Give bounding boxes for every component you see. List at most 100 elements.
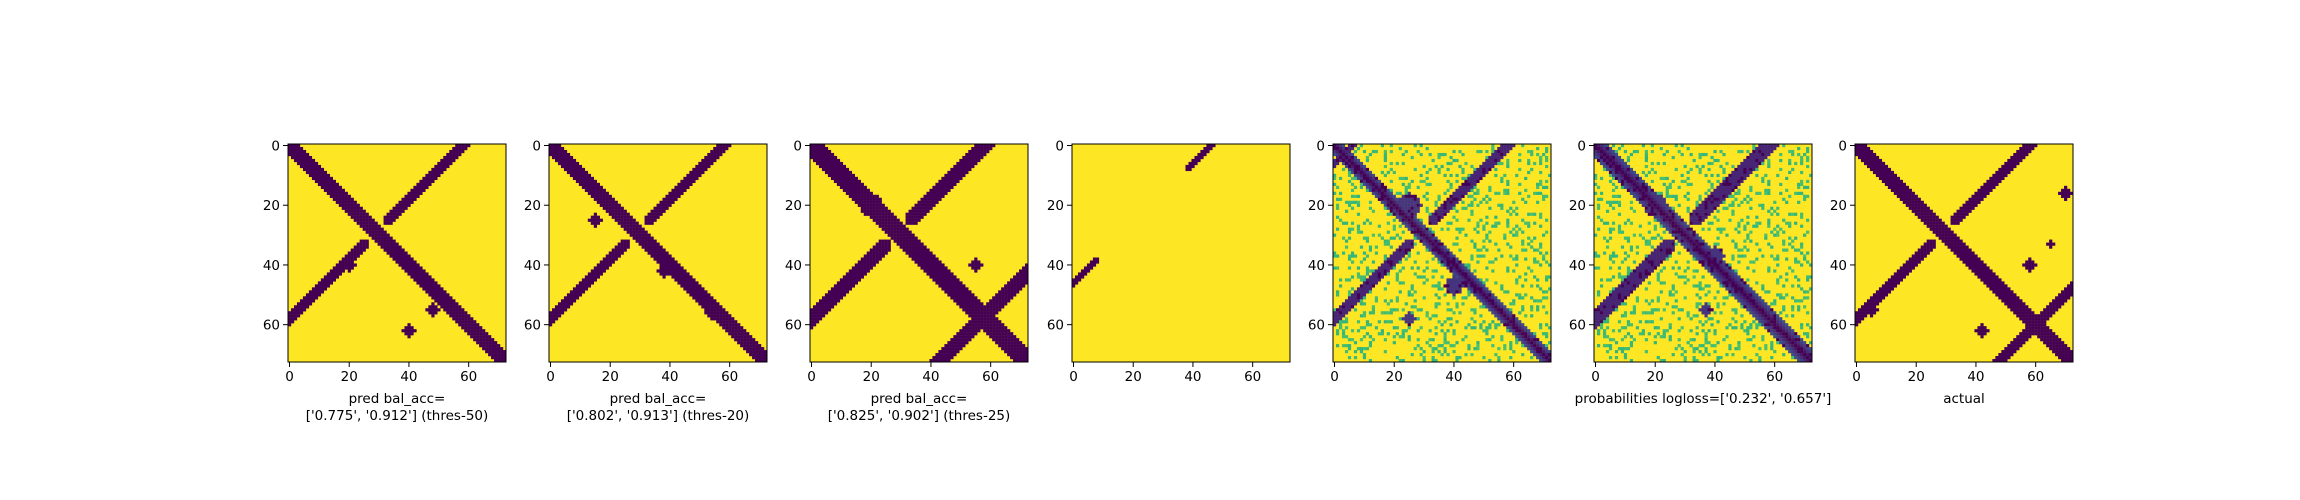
heatmap-cell bbox=[1410, 194, 1414, 198]
heatmap-cell bbox=[1440, 206, 1444, 210]
heatmap-cell bbox=[968, 263, 972, 267]
heatmap-cell bbox=[1503, 317, 1507, 321]
heatmap-cell bbox=[962, 344, 966, 348]
heatmap-cell bbox=[1401, 161, 1405, 166]
heatmap-cell bbox=[611, 215, 615, 219]
heatmap-cell bbox=[1614, 158, 1619, 163]
heatmap-cell bbox=[677, 275, 681, 279]
heatmap-cell bbox=[707, 158, 711, 163]
heatmap-cell bbox=[1485, 170, 1489, 175]
heatmap-cell bbox=[722, 311, 726, 315]
heatmap-cell bbox=[671, 194, 675, 198]
heatmap-cell bbox=[557, 158, 562, 163]
heatmap-cell bbox=[488, 347, 492, 351]
heatmap-cell bbox=[1488, 308, 1492, 312]
heatmap-cell bbox=[1737, 167, 1741, 172]
heatmap-cell bbox=[1476, 260, 1480, 264]
heatmap-cell bbox=[1536, 299, 1540, 303]
heatmap-cell bbox=[905, 215, 909, 219]
heatmap-cell bbox=[953, 284, 957, 288]
heatmap-cell bbox=[1608, 173, 1613, 178]
heatmap-cell bbox=[290, 320, 295, 324]
heatmap-cell bbox=[332, 269, 336, 273]
heatmap-cell bbox=[1335, 203, 1340, 207]
heatmap-cell bbox=[1719, 185, 1723, 189]
heatmap-cell bbox=[707, 308, 711, 312]
heatmap-cell bbox=[659, 260, 663, 264]
heatmap-cell bbox=[914, 215, 918, 219]
heatmap-cell bbox=[1650, 149, 1654, 154]
heatmap-cell bbox=[905, 212, 909, 216]
x-axis-label: ['0.825', '0.902'] (thres-25) bbox=[828, 408, 1011, 424]
heatmap-cell bbox=[1356, 287, 1361, 291]
heatmap-cell bbox=[1368, 341, 1373, 345]
heatmap-cell bbox=[1335, 320, 1340, 324]
heatmap-cell bbox=[752, 344, 756, 348]
heatmap-cell bbox=[305, 164, 310, 169]
heatmap-cell bbox=[902, 227, 906, 231]
heatmap-cell bbox=[362, 212, 366, 216]
heatmap-cell bbox=[431, 314, 435, 318]
heatmap-cell bbox=[1025, 275, 1029, 279]
heatmap-cell bbox=[731, 317, 735, 321]
heatmap-cell bbox=[431, 287, 435, 291]
heatmap-cell bbox=[599, 269, 603, 273]
heatmap-cell bbox=[977, 305, 981, 309]
heatmap-cell bbox=[482, 329, 486, 333]
heatmap-cell bbox=[659, 272, 663, 276]
heatmap-cell bbox=[1797, 182, 1801, 187]
heatmap-cell bbox=[581, 281, 586, 285]
heatmap-cell bbox=[407, 203, 411, 207]
heatmap-cell bbox=[1632, 170, 1637, 175]
heatmap-cell bbox=[1398, 218, 1402, 222]
heatmap-cell bbox=[494, 353, 498, 357]
heatmap-cell bbox=[1500, 144, 1504, 148]
heatmap-cell bbox=[299, 161, 304, 166]
heatmap-cell bbox=[1344, 161, 1349, 166]
heatmap-cell bbox=[341, 194, 345, 198]
heatmap-cell bbox=[1419, 224, 1423, 228]
heatmap-cell bbox=[932, 263, 936, 267]
heatmap-cell bbox=[1395, 260, 1399, 264]
heatmap-cell bbox=[758, 356, 762, 360]
heatmap-cell bbox=[1425, 209, 1429, 213]
heatmap-cell bbox=[644, 230, 648, 234]
heatmap-cell bbox=[293, 317, 298, 321]
heatmap-cell bbox=[1407, 227, 1411, 231]
heatmap-cell bbox=[1437, 155, 1441, 160]
heatmap-cell bbox=[404, 206, 408, 210]
heatmap-cell bbox=[1683, 179, 1687, 184]
heatmap-cell bbox=[941, 287, 945, 291]
heatmap-cell bbox=[668, 191, 672, 195]
heatmap-cell bbox=[1524, 338, 1528, 342]
heatmap-cell bbox=[713, 317, 717, 321]
heatmap-cell bbox=[587, 191, 592, 195]
heatmap-cell bbox=[980, 320, 984, 324]
heatmap-cell bbox=[1455, 281, 1459, 285]
heatmap-cell bbox=[1425, 230, 1429, 234]
heatmap-cell bbox=[1356, 272, 1361, 276]
heatmap-cell bbox=[617, 218, 621, 222]
heatmap-cell bbox=[1413, 206, 1417, 210]
heatmap-cell bbox=[1512, 227, 1516, 231]
heatmap-cell bbox=[473, 329, 477, 333]
heatmap-cell bbox=[1452, 281, 1456, 285]
heatmap-cell bbox=[1470, 353, 1474, 357]
heatmap-cell bbox=[1431, 314, 1435, 318]
heatmap-cell bbox=[1722, 176, 1726, 181]
heatmap-cell bbox=[1446, 329, 1450, 333]
heatmap-cell bbox=[383, 239, 387, 243]
heatmap-cell bbox=[1380, 263, 1384, 267]
heatmap-cell bbox=[1197, 152, 1201, 157]
heatmap-cell bbox=[1353, 167, 1358, 172]
heatmap-cell bbox=[1755, 161, 1759, 166]
heatmap-cell bbox=[305, 299, 310, 303]
heatmap-cell bbox=[1338, 278, 1343, 282]
heatmap-cell bbox=[458, 311, 462, 315]
heatmap-cell bbox=[464, 320, 468, 324]
heatmap-cell bbox=[1350, 206, 1355, 210]
heatmap-cell bbox=[1377, 224, 1381, 228]
heatmap-cell bbox=[581, 173, 586, 178]
heatmap-cell bbox=[443, 155, 447, 160]
heatmap-cell bbox=[983, 144, 987, 148]
